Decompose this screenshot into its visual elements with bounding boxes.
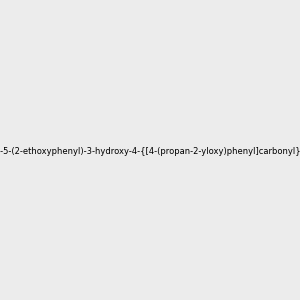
Text: 1-[2-(dimethylamino)ethyl]-5-(2-ethoxyphenyl)-3-hydroxy-4-{[4-(propan-2-yloxy)ph: 1-[2-(dimethylamino)ethyl]-5-(2-ethoxyph… — [0, 147, 300, 156]
